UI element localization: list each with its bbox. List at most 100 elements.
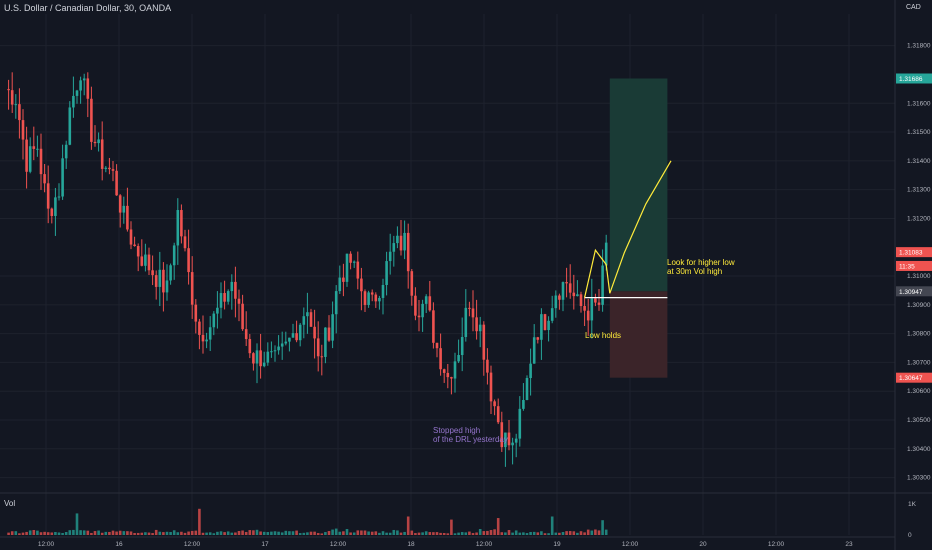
candle	[363, 289, 367, 313]
candle	[158, 251, 162, 307]
candle-body	[298, 324, 302, 341]
candle	[284, 331, 288, 346]
last-price-badge: 1.31083	[899, 250, 923, 257]
volume-bar	[43, 531, 46, 535]
higher-low-annotation: Look for higher low at 30m Vol high	[667, 258, 735, 276]
volume-bar	[453, 533, 457, 535]
candle-body	[104, 167, 108, 169]
price-tick-label: 1.31000	[907, 273, 931, 280]
volume-bar	[288, 531, 291, 535]
candle-body	[313, 326, 316, 339]
price-tick-label: 1.31800	[907, 43, 931, 50]
candle	[118, 194, 122, 228]
candle-body	[288, 337, 291, 342]
candle	[122, 196, 126, 224]
candle	[493, 399, 496, 416]
candle	[327, 315, 331, 342]
candle-body	[194, 304, 198, 322]
volume-bar	[18, 533, 21, 535]
candle-body	[475, 317, 478, 332]
volume-bar	[446, 533, 450, 535]
candle-body	[597, 302, 601, 305]
volume-bar	[410, 530, 414, 535]
candle	[115, 164, 118, 196]
candle-body	[68, 107, 72, 145]
candle	[475, 299, 478, 340]
candle	[471, 290, 475, 332]
volume-bar	[108, 531, 111, 535]
entry-price-badge-bg	[896, 286, 932, 297]
candle-body	[32, 146, 36, 149]
candle-body	[522, 399, 525, 409]
candle-body	[259, 350, 262, 367]
volume-bar	[576, 532, 579, 535]
candle-body	[561, 282, 565, 300]
volume-bar	[46, 532, 50, 535]
candle	[561, 281, 565, 312]
candle-body	[129, 229, 133, 245]
volume-bar	[72, 529, 75, 535]
candle-body	[270, 351, 273, 353]
candle	[439, 333, 442, 376]
candle	[378, 295, 381, 310]
candle	[36, 135, 39, 157]
candle-body	[320, 356, 324, 358]
candle-body	[576, 294, 579, 297]
candle-body	[489, 372, 493, 402]
candle	[572, 274, 576, 310]
candle-body	[230, 281, 234, 292]
countdown-badge-bg	[896, 260, 932, 271]
candle	[183, 229, 187, 252]
price-tick-label: 1.30300	[907, 475, 931, 482]
candle	[543, 313, 547, 331]
candle-body	[583, 306, 586, 311]
candle-body	[316, 338, 320, 357]
candle-body	[79, 80, 82, 91]
price-axis[interactable]: 1.31800 1.31600 1.31500 1.31400 1.31300 1.312…	[907, 43, 931, 482]
candle	[522, 383, 525, 411]
chart-title: U.S. Dollar / Canadian Dollar, 30, OANDA	[4, 3, 172, 13]
volume-bar	[532, 531, 536, 535]
time-tick-label: 12:00	[768, 541, 785, 548]
price-tick-label: 1.30400	[907, 446, 931, 453]
volume-bar	[270, 531, 273, 535]
target-price-badge: 1.31686	[899, 76, 923, 83]
drawings	[584, 160, 672, 299]
volume-bar	[554, 532, 558, 535]
candle	[388, 233, 392, 275]
candle	[266, 342, 270, 366]
candle	[68, 101, 72, 146]
candle	[298, 322, 302, 347]
candle	[432, 302, 435, 349]
price-tick-label: 1.31600	[907, 100, 931, 107]
candle	[248, 334, 252, 359]
candle	[82, 73, 86, 96]
volume-bar	[7, 532, 10, 535]
price-tick-label: 1.31200	[907, 215, 931, 222]
candle-body	[399, 235, 403, 251]
candle-body	[345, 253, 349, 282]
volume-bars: 1K 0	[7, 501, 917, 539]
volume-bar	[558, 532, 561, 535]
candle-body	[518, 408, 522, 439]
time-tick-label: 16	[115, 541, 123, 548]
volume-bar	[154, 529, 158, 535]
volume-bar	[471, 533, 475, 535]
candle-body	[547, 320, 550, 331]
candle-body	[190, 272, 194, 305]
volume-bar	[129, 531, 133, 535]
candle-body	[115, 170, 118, 196]
volume-bar	[136, 532, 140, 535]
long-position-tool[interactable]	[609, 78, 668, 378]
candle-body	[180, 210, 183, 237]
time-tick-label: 17	[261, 541, 269, 548]
candle-body	[97, 139, 100, 144]
volume-bar	[68, 530, 72, 535]
candle	[381, 278, 385, 315]
candle	[75, 89, 79, 104]
volume-bar	[21, 532, 25, 535]
time-axis[interactable]: 12:00 16 12:00 17 12:00 18 12:00 19 12:00 20 12:00…	[38, 541, 853, 548]
volume-bar	[151, 533, 154, 535]
